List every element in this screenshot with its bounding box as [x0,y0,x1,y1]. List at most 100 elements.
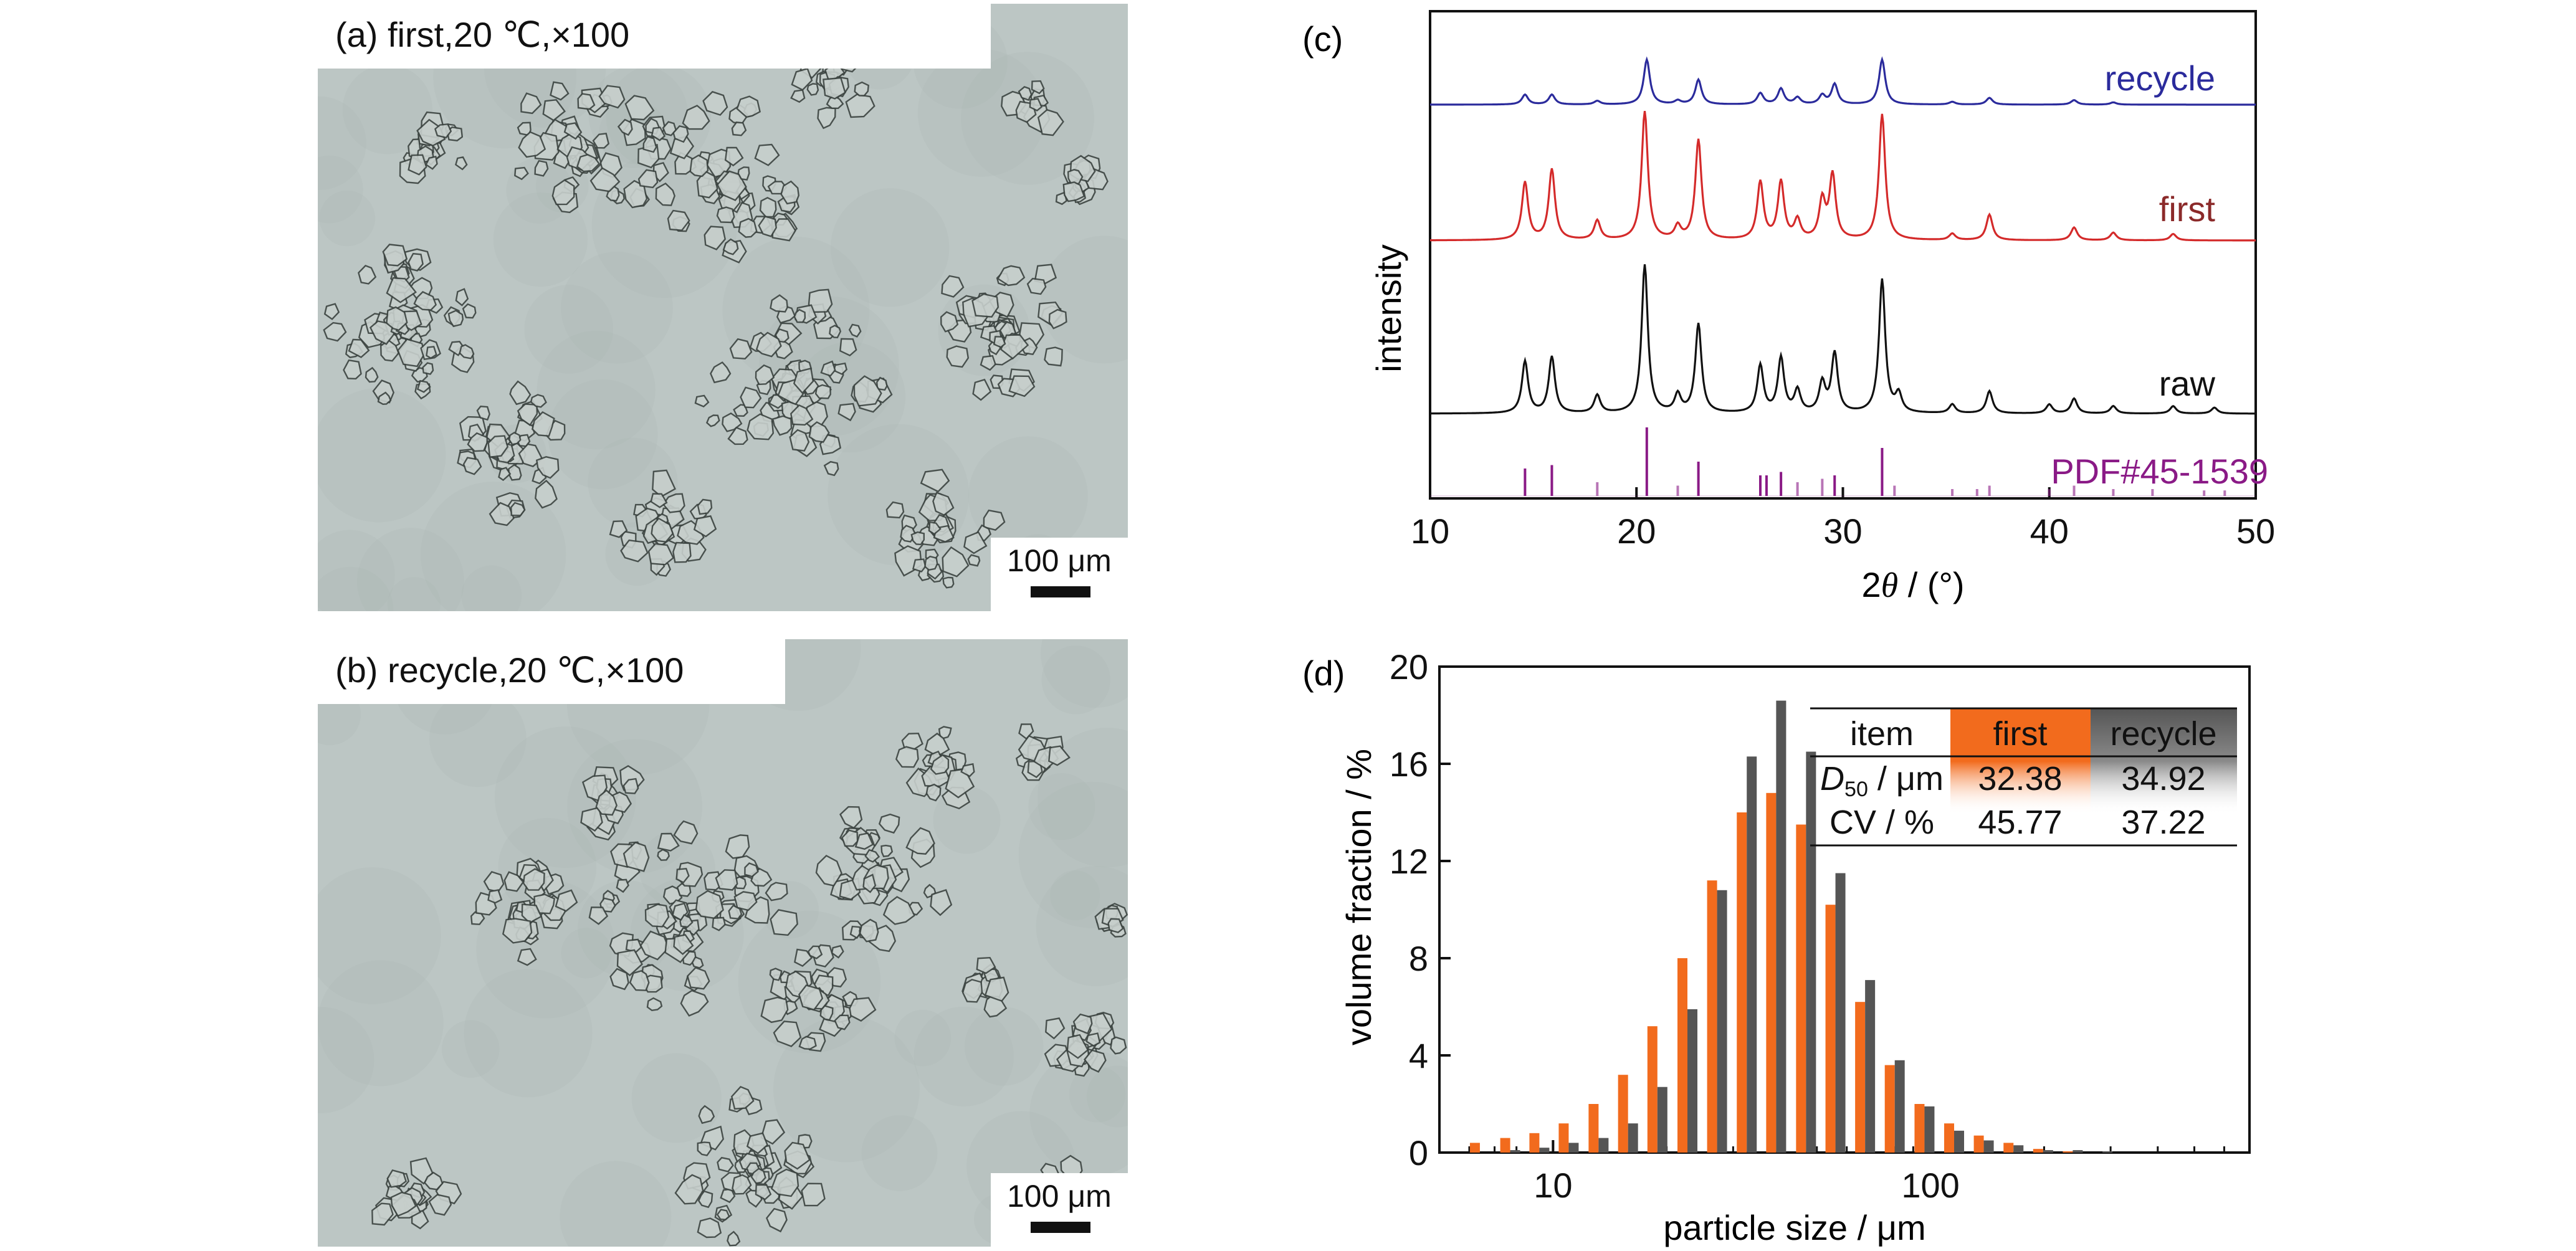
crystal [623,841,650,872]
crystal [1066,1034,1089,1059]
crystal [839,806,863,829]
crystal [1045,1017,1066,1040]
crystal [629,969,650,991]
crystal [834,1014,851,1030]
crystal [697,1141,712,1156]
crystal [993,336,1006,348]
crystal [673,934,694,955]
psd-bar-recycle [1953,1130,1964,1153]
psd-bar-first [1647,1026,1658,1153]
psd-bar-recycle [1539,1148,1550,1153]
crystal [704,226,726,250]
background-blotch [560,1161,672,1247]
background-blotch [1069,1066,1126,1123]
crystal [737,166,750,181]
background-blotch [639,830,715,906]
background-blotch [1029,1050,1128,1176]
background-blotch [318,867,441,1004]
crystal [697,1190,713,1209]
crystal [1072,1013,1093,1035]
xrd-y-axis-label: intensity [1369,244,1408,372]
psd-y-tick-label: 20 [1390,647,1428,687]
crystal [662,121,677,136]
crystal [379,339,400,362]
psd-bar-recycle [2043,1150,2053,1153]
psd-bar-recycle [1717,890,1727,1153]
scalebar-recycle: 100 μm [991,1173,1128,1247]
crystal [680,989,709,1017]
psd-bar-first [1469,1143,1480,1153]
psd-table-row-cv-recycle: 37.22 [2121,804,2205,841]
crystal [716,206,735,224]
crystal [930,889,953,916]
crystal [599,897,616,913]
psd-bar-first [1825,905,1836,1153]
crystal [520,92,542,115]
crystal [839,338,857,357]
micrograph-first-image [318,5,1128,611]
crystal [371,1202,394,1226]
psd-x-axis-label: particle size / μm [1663,1208,1925,1247]
psd-bar-recycle [1568,1143,1579,1153]
crystal [760,996,789,1024]
crystal [563,122,583,140]
crystal-field [318,639,1128,1247]
xrd-x-tick-label: 10 [1411,511,1449,551]
background-blotch [318,1007,374,1113]
crystal [510,502,526,516]
psd-y-tick-label: 0 [1409,1133,1428,1173]
crystal [946,345,970,368]
scalebar-recycle-bar [1031,1222,1090,1233]
crystal [530,394,547,408]
psd-bar-recycle [1657,1087,1667,1153]
xrd-line-raw [1430,264,2256,415]
psd-bar-recycle [2073,1150,2083,1153]
crystal [576,153,601,173]
psd-bar-recycle [1894,1060,1905,1153]
crystal [434,123,452,139]
crystal [657,832,680,852]
psd-bar-first [1529,1133,1540,1153]
psd-bar-first [1973,1135,1984,1153]
crystal [755,1184,772,1201]
psd-bar-first [1588,1104,1599,1153]
crystal [657,849,670,861]
crystal [522,868,545,891]
crystal [831,944,844,959]
crystal [960,763,975,778]
crystal [693,515,717,538]
crystal [702,90,728,116]
background-blotch [357,528,464,611]
crystal [637,169,659,189]
background-blotch [319,190,375,247]
crystal [467,432,488,452]
crystal [674,1174,704,1205]
crystal [801,1182,826,1207]
psd-bar-recycle [1806,751,1816,1153]
psd-bar-first [1558,1123,1569,1153]
crystal [794,948,813,968]
crystal [672,541,692,563]
crystal [595,789,618,816]
crystal [759,196,777,218]
crystal [789,429,810,452]
background-blotch [318,388,446,523]
xrd-line-first [1430,111,2256,242]
crystal [386,1169,408,1188]
background-blotch [561,252,673,364]
micrograph-recycle-image [318,639,1128,1247]
crystal [518,131,546,158]
crystal [476,406,490,421]
background-blotch [914,1006,1014,1107]
crystal [413,291,437,311]
crystal [732,1174,752,1195]
crystal [358,264,377,285]
crystal [725,834,750,859]
crystal [625,938,642,953]
psd-bar-recycle [1835,873,1846,1153]
crystal [487,889,503,904]
crystal [550,81,570,101]
background-blotch [965,1007,1044,1086]
psd-inset-table: item first recycle D50 / μm 32.38 34.92 CV / %… [1810,707,2237,847]
crystal [854,832,874,850]
